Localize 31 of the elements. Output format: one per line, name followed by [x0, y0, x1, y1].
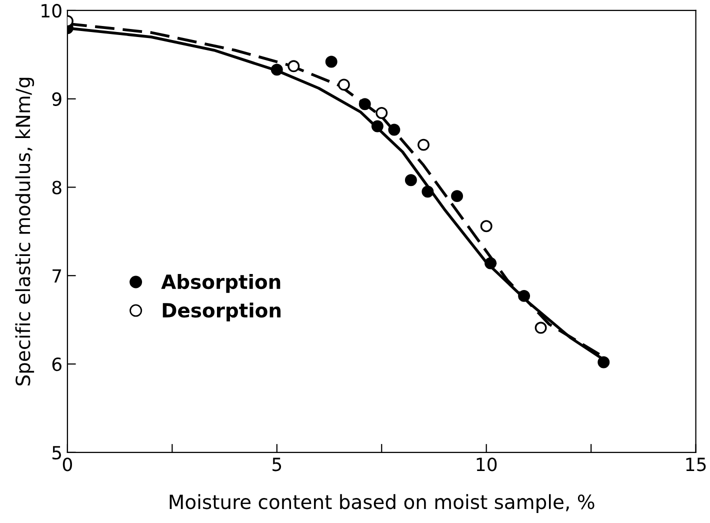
x-axis-title: Moisture content based on moist sample, % [170, 494, 594, 513]
y-tick-label: 8 [52, 180, 62, 194]
point [534, 322, 547, 334]
point [418, 138, 430, 151]
x-tick-label: 5 [272, 458, 282, 472]
point [422, 186, 434, 198]
point [404, 174, 417, 186]
point [484, 257, 497, 270]
point [388, 124, 400, 136]
legend-label: Absorption [161, 274, 280, 293]
point [518, 290, 530, 302]
point [371, 120, 384, 132]
x-tick-label: 0 [62, 458, 72, 472]
point [480, 220, 492, 232]
y-tick-label: 5 [52, 446, 62, 460]
x-tick-label: 15 [686, 458, 706, 472]
y-axis-title: Specific elastic modulus, kNm/g [15, 78, 34, 386]
point [598, 356, 610, 368]
y-tick-label: 7 [52, 269, 62, 282]
point [376, 107, 388, 119]
point [270, 64, 283, 76]
point [451, 190, 464, 202]
y-tick-label: 10 [42, 4, 62, 18]
point [338, 78, 350, 91]
point [325, 56, 338, 68]
x-tick-label: 10 [476, 458, 497, 472]
y-tick-label: 6 [52, 357, 62, 372]
point [358, 98, 371, 110]
y-tick-label: 9 [52, 92, 62, 106]
legend-label: Desorption [162, 302, 280, 322]
point [288, 60, 300, 72]
